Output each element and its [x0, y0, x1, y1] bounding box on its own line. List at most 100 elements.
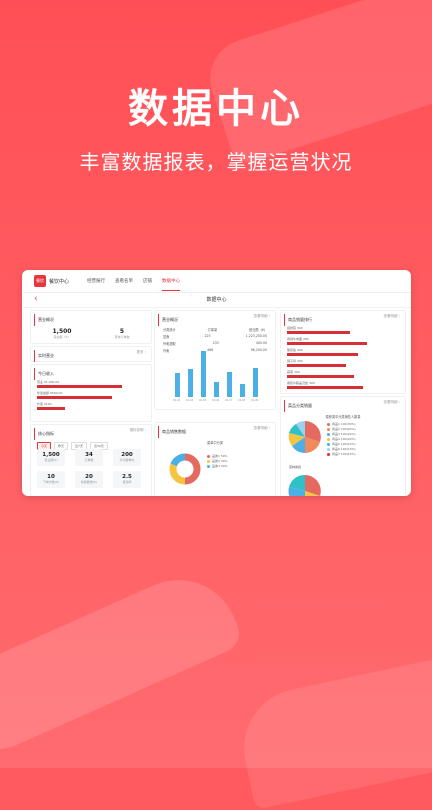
more-link[interactable]: 查看明细 ›	[383, 314, 400, 318]
table-cell: 223	[204, 334, 211, 338]
legend-label: 商品7 100(10%)	[332, 452, 356, 456]
card-title: 今日收入	[34, 368, 151, 380]
nav-item-report[interactable]: 经营报行	[87, 279, 106, 284]
nav-item-data-center[interactable]: 数据中心	[162, 272, 181, 291]
metric-tile[interactable]: 2.5 复购率	[113, 471, 141, 488]
card-product-sales: 商品销售数据 查看明细 › 菜单中分类 品类1 50% 品类2 30% 品类3 …	[154, 422, 276, 496]
chart-title: 菜单中分类	[207, 441, 223, 445]
metric-tile[interactable]: 20 新客数量(¥)	[75, 471, 103, 488]
table-cell: 233	[212, 341, 219, 345]
legend-dot	[327, 432, 330, 436]
metric-label: 复购率	[122, 480, 132, 484]
metric-tile[interactable]: 10 下单次数(¥)	[37, 471, 65, 488]
metric-label: 新客数量(¥)	[80, 480, 98, 484]
income-bar	[37, 385, 122, 388]
rank-bar-list: 招牌菜 300 香辣牛肉面 280 酸菜鱼 300 辣子鸡 300 蒜蓉 300 番茄牛腩…	[281, 326, 405, 389]
chart-bar	[253, 368, 258, 397]
table-cell: 外卖提取	[163, 342, 176, 346]
card-title: 菜品分类销量	[284, 400, 405, 412]
card-business-overview: 营业概况 1,500 营业额（¥） 5 有效订单数	[30, 310, 152, 344]
metric-tile[interactable]: 34 订单数	[75, 449, 103, 466]
more-link[interactable]: 查看明细 ›	[383, 400, 400, 404]
income-bar	[37, 407, 65, 410]
legend-dot	[327, 447, 330, 451]
table-cell: 1,223,200.00	[245, 334, 267, 338]
legend-dot	[327, 427, 330, 431]
card-category-sales: 菜品分类销量 查看明细 › 菜种类中分类销售人数量 商品1 100(30%) 商品…	[280, 396, 406, 496]
legend-item: 商品3 100(20%)	[327, 432, 356, 436]
metric-value: 5	[119, 328, 125, 335]
pie-legend: 商品1 100(30%) 商品2 100(20%) 商品3 100(20%) 商品4 …	[327, 421, 356, 457]
legend-item: 品类2 30%	[207, 459, 228, 463]
card-title: 营业概况	[34, 314, 151, 326]
legend-item: 商品6 100(10%)	[327, 447, 356, 451]
rank-bar	[287, 353, 359, 356]
metric-value: 10	[47, 474, 55, 480]
metric-label: 订单数	[84, 458, 94, 462]
x-tick-label: 02-03	[173, 399, 181, 402]
more-link[interactable]: 指标说明 ›	[129, 428, 146, 432]
income-bar-list: 营业 ¥1,000.00 外卖金额 ¥500.00 外卖 ¥100	[31, 380, 151, 410]
chart-bar	[214, 382, 219, 397]
metric-value: 1,500	[52, 328, 72, 335]
chart-bar	[240, 384, 245, 397]
rank-bar	[287, 364, 346, 367]
table-row: 堂食 223 1,223,200.00	[155, 333, 275, 340]
bar-label: 香辣牛肉面 280	[287, 337, 309, 341]
legend-dot	[207, 459, 210, 463]
metric-value: 2.5	[122, 474, 132, 480]
card-core-metrics: 核心指标 指标说明 › 今天 昨天 近7天 近30天 1,500 营业额(¥) 34…	[30, 424, 152, 496]
card-title: 商品销量排行	[284, 314, 405, 326]
metric-tile[interactable]: 1,500 营业额(¥)	[37, 449, 65, 466]
app-screenshot-panel: 餐饮 餐饮中心 经营报行 查看名单 店铺 数据中心 ‹ 数据中心 营业概况 1,…	[22, 270, 411, 496]
x-tick-label: 02-05	[199, 399, 207, 402]
metric-label: 下单次数(¥)	[42, 480, 60, 484]
table-header: 分类统计 订单量 营业额（¥）	[155, 326, 275, 333]
legend-label: 品类3 20%	[212, 464, 228, 468]
hero-subtitle: 丰富数据报表，掌握运营状况	[79, 150, 353, 174]
legend-item: 商品2 100(20%)	[327, 427, 356, 431]
chart-bar	[201, 351, 206, 397]
table-cell: 96,200.00	[250, 348, 267, 352]
table-header-cell: 订单量	[207, 328, 218, 332]
metric-label: 平均客单价	[119, 458, 135, 462]
table-cell: 外卖	[163, 349, 170, 353]
table-cell: 466	[207, 348, 214, 352]
more-link[interactable]: 更多 ›	[136, 350, 146, 354]
legend-label: 商品3 100(20%)	[332, 432, 356, 436]
metric-value: 1,500	[42, 452, 60, 458]
legend-label: 商品2 100(20%)	[332, 427, 356, 431]
legend-dot	[207, 454, 210, 458]
x-tick-label: 02-07	[225, 399, 233, 402]
nav-item-store[interactable]: 店铺	[143, 279, 153, 284]
page-title: 数据中心	[206, 297, 227, 303]
chart-x-labels: 02-03 02-04 02-05 02-06 02-07 02-08 02-09	[173, 399, 263, 404]
rank-bar	[287, 386, 363, 389]
bar-label: 营业 ¥1,000.00	[37, 380, 60, 384]
card-title: 商品销售数据	[158, 426, 275, 438]
donut-legend: 品类1 50% 品类2 30% 品类3 20%	[207, 453, 228, 469]
pie-chart	[288, 421, 321, 453]
metric-tile[interactable]: 200 平均客单价	[113, 449, 141, 466]
more-link[interactable]: 查看明细 ›	[253, 314, 270, 318]
legend-label: 品类2 30%	[212, 459, 228, 463]
bar-label: 番茄牛腩盖浇饭 300	[287, 381, 315, 385]
metric-value: 200	[121, 452, 133, 458]
card-realtime: 实时营业 更多 ›	[30, 346, 152, 362]
legend-item: 商品5 100(10%)	[327, 442, 356, 446]
nav-item-list[interactable]: 查看名单	[115, 279, 134, 284]
rank-bar	[287, 331, 350, 334]
legend-dot	[327, 452, 330, 456]
metric-value: 34	[85, 452, 93, 458]
bar-label: 外卖 ¥100	[37, 402, 52, 406]
bar-label: 辣子鸡 300	[287, 359, 303, 363]
legend-item: 品类1 50%	[207, 454, 228, 458]
brand-name: 餐饮中心	[49, 278, 70, 285]
chart-bar	[188, 369, 193, 397]
x-tick-label: 02-04	[186, 399, 194, 402]
card-title: 实时营业	[34, 350, 151, 362]
bar-label: 酸菜鱼 300	[287, 348, 303, 352]
metric-label: 营业额（¥）	[53, 335, 71, 339]
more-link[interactable]: 查看明细 ›	[253, 426, 270, 430]
chevron-left-icon[interactable]: ‹	[34, 294, 38, 304]
